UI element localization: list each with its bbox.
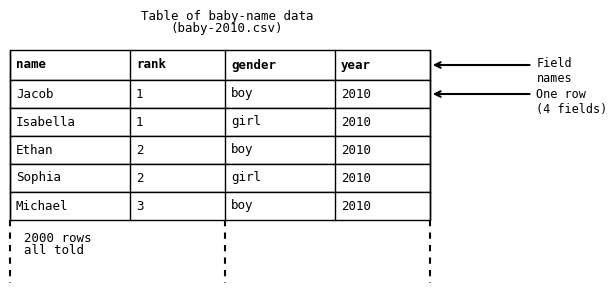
Text: year: year xyxy=(341,58,371,71)
Text: Jacob: Jacob xyxy=(16,88,53,101)
Text: 2000 rows: 2000 rows xyxy=(24,232,91,245)
Bar xyxy=(10,164,430,192)
Text: Michael: Michael xyxy=(16,200,69,213)
Text: name: name xyxy=(16,58,46,71)
Text: girl: girl xyxy=(231,115,261,128)
Bar xyxy=(10,108,430,136)
Text: 3: 3 xyxy=(136,200,143,213)
Text: boy: boy xyxy=(231,200,254,213)
Bar xyxy=(10,136,430,164)
Text: One row
(4 fields): One row (4 fields) xyxy=(536,88,607,116)
Text: 1: 1 xyxy=(136,88,143,101)
Text: Ethan: Ethan xyxy=(16,143,53,156)
Text: 2010: 2010 xyxy=(341,143,371,156)
Bar xyxy=(10,50,430,80)
Text: 2010: 2010 xyxy=(341,115,371,128)
Text: boy: boy xyxy=(231,143,254,156)
Text: 1: 1 xyxy=(136,115,143,128)
Bar xyxy=(10,80,430,108)
Text: girl: girl xyxy=(231,171,261,185)
Bar xyxy=(10,192,430,220)
Text: boy: boy xyxy=(231,88,254,101)
Text: 2010: 2010 xyxy=(341,88,371,101)
Text: Field
names: Field names xyxy=(536,57,572,85)
Text: 2010: 2010 xyxy=(341,200,371,213)
Text: (baby-2010.csv): (baby-2010.csv) xyxy=(170,22,283,35)
Text: Sophia: Sophia xyxy=(16,171,61,185)
Text: rank: rank xyxy=(136,58,166,71)
Text: 2010: 2010 xyxy=(341,171,371,185)
Text: all told: all told xyxy=(24,244,84,257)
Text: Table of baby-name data: Table of baby-name data xyxy=(140,10,313,23)
Text: gender: gender xyxy=(231,58,276,71)
Text: 2: 2 xyxy=(136,143,143,156)
Text: 2: 2 xyxy=(136,171,143,185)
Text: Isabella: Isabella xyxy=(16,115,76,128)
